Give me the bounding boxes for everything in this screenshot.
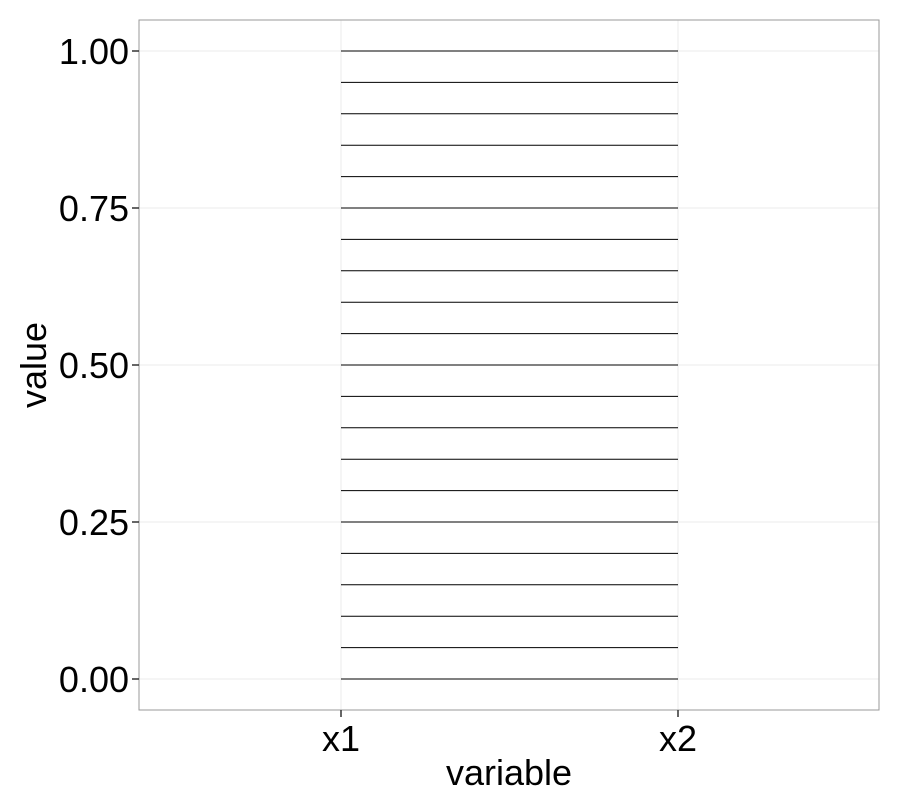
- y-axis-title: value: [13, 322, 54, 408]
- y-tick-label: 1.00: [59, 31, 129, 72]
- axes-layer: 0.00 0.25 0.50 0.75 1.00 x1 x2: [59, 31, 697, 759]
- y-tick-label: 0.75: [59, 188, 129, 229]
- x-tick-label: x1: [322, 718, 360, 759]
- y-tick-label: 0.00: [59, 659, 129, 700]
- x-axis-title: variable: [446, 752, 572, 793]
- y-tick-label: 0.50: [59, 345, 129, 386]
- x-tick-label: x2: [659, 718, 697, 759]
- y-tick-label: 0.25: [59, 502, 129, 543]
- segments-layer: [341, 51, 678, 679]
